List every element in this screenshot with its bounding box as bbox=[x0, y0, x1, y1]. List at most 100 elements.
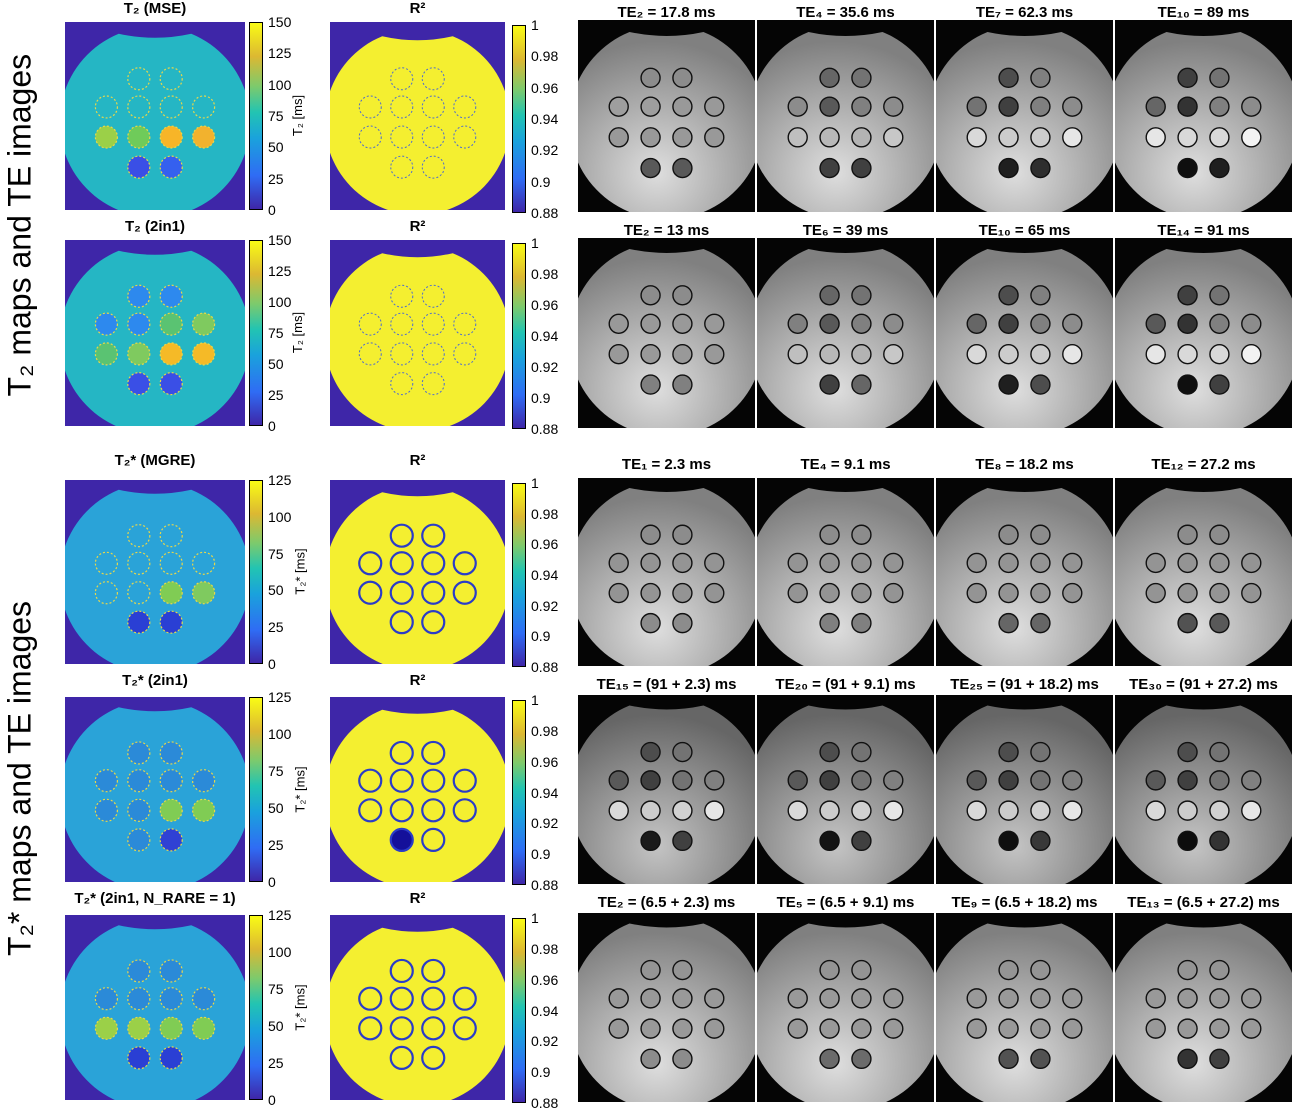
te-vial-circle bbox=[851, 1018, 872, 1039]
te-vial-circle bbox=[966, 552, 987, 574]
te-vial-circle bbox=[851, 612, 872, 634]
te-vial-circle bbox=[672, 741, 693, 763]
map-colorbar-tick: 75 bbox=[268, 325, 284, 341]
phantom-svg bbox=[330, 253, 505, 426]
r2-colorbar-tick: 0.98 bbox=[531, 266, 559, 282]
te-vial-circle bbox=[640, 1048, 661, 1070]
r2-colorbar-tick: 1 bbox=[531, 910, 539, 926]
vial-circle bbox=[127, 342, 151, 366]
te-phantom-svg bbox=[757, 487, 934, 666]
te-vial-circle bbox=[998, 1048, 1019, 1070]
r2-colorbar-tick: 0.94 bbox=[531, 328, 559, 344]
te-vial-circle bbox=[640, 800, 661, 821]
phantom-body bbox=[330, 492, 505, 664]
vial-circle bbox=[389, 1045, 414, 1070]
r2-colorbar-tick: 0.9 bbox=[531, 1064, 551, 1081]
vial-circle bbox=[390, 125, 414, 149]
te-vial-circle bbox=[851, 157, 872, 179]
te-vial-circle bbox=[1177, 67, 1198, 89]
r2-colorbar-tick: 0.88 bbox=[531, 421, 559, 437]
vial-circle bbox=[421, 67, 445, 91]
te-vial-circle bbox=[608, 96, 629, 117]
te-vial-circle bbox=[640, 285, 661, 306]
te-vial-circle bbox=[672, 800, 693, 821]
te-phantom-svg bbox=[578, 705, 755, 884]
te-vial-circle bbox=[1062, 988, 1083, 1009]
te-image bbox=[578, 238, 755, 428]
vial-circle bbox=[94, 95, 119, 119]
map-colorbar-tick: 100 bbox=[268, 944, 292, 960]
te-title: TE₈ = 18.2 ms bbox=[975, 456, 1074, 473]
te-vial-circle bbox=[819, 741, 840, 763]
te-vial-circle bbox=[1030, 127, 1051, 148]
colorbar-unit-label: T₂ [ms] bbox=[290, 311, 306, 354]
te-title: TE₄ = 9.1 ms bbox=[800, 456, 891, 473]
colorbar-unit-label: T₂* [ms] bbox=[292, 765, 308, 813]
te-vial-circle bbox=[704, 988, 725, 1009]
vial-circle bbox=[421, 342, 445, 366]
te-vial-circle bbox=[672, 96, 693, 117]
vial-circle bbox=[192, 769, 216, 793]
vial-circle bbox=[421, 95, 445, 119]
te-vial-circle bbox=[704, 343, 725, 365]
te-vial-circle bbox=[608, 988, 629, 1009]
vial-circle bbox=[159, 959, 183, 983]
vial-circle bbox=[358, 580, 383, 605]
te-vial-circle bbox=[851, 800, 872, 821]
vial-circle bbox=[127, 67, 151, 91]
te-vial-circle bbox=[1145, 313, 1166, 335]
vial-circle bbox=[127, 372, 151, 396]
vial-circle bbox=[159, 342, 183, 366]
map-colorbar-tick: 75 bbox=[268, 108, 284, 124]
vial-circle bbox=[389, 1016, 414, 1041]
vial-circle bbox=[421, 125, 445, 149]
map-title: T₂* (2in1) bbox=[122, 672, 188, 689]
te-phantom-svg bbox=[757, 705, 934, 884]
te-vial-circle bbox=[819, 285, 840, 306]
te-phantom-svg bbox=[1115, 923, 1292, 1102]
vial-circle bbox=[390, 312, 414, 336]
te-image bbox=[936, 478, 1113, 666]
vial-circle bbox=[421, 768, 446, 793]
r2-colorbar-tick: 0.94 bbox=[531, 567, 559, 583]
te-vial-circle bbox=[998, 313, 1019, 335]
te-vial-circle bbox=[787, 582, 808, 604]
te-vial-circle bbox=[1145, 800, 1166, 821]
r2-colorbar-tick: 0.92 bbox=[531, 1033, 559, 1050]
vial-circle bbox=[358, 342, 382, 366]
te-vial-circle bbox=[640, 830, 661, 852]
r2-map bbox=[330, 22, 505, 210]
te-vial-circle bbox=[998, 343, 1019, 365]
te-vial-circle bbox=[1177, 96, 1198, 117]
te-vial-circle bbox=[851, 959, 872, 981]
te-vial-circle bbox=[672, 770, 693, 791]
te-vial-circle bbox=[1145, 343, 1166, 365]
te-image bbox=[1115, 478, 1292, 666]
te-vial-circle bbox=[704, 582, 725, 604]
te-phantom-svg bbox=[578, 487, 755, 666]
te-vial-circle bbox=[819, 800, 840, 821]
te-image bbox=[578, 20, 755, 212]
r2-colorbar bbox=[512, 25, 526, 213]
te-vial-circle bbox=[1177, 343, 1198, 365]
te-phantom-svg bbox=[757, 248, 934, 428]
te-title: TE₂₅ = (91 + 18.2) ms bbox=[950, 676, 1099, 693]
vial-circle bbox=[192, 551, 216, 575]
r2-title: R² bbox=[409, 218, 426, 235]
te-vial-circle bbox=[819, 157, 840, 179]
te-vial-circle bbox=[608, 800, 629, 821]
vial-circle bbox=[159, 125, 183, 149]
te-vial-circle bbox=[1145, 582, 1166, 604]
te-vial-circle bbox=[883, 1018, 904, 1039]
te-title: TE₃₀ = (91 + 27.2) ms bbox=[1129, 676, 1278, 693]
te-image bbox=[1115, 20, 1292, 212]
te-vial-circle bbox=[640, 67, 661, 89]
te-vial-circle bbox=[998, 67, 1019, 89]
te-vial-circle bbox=[1062, 552, 1083, 574]
r2-colorbar-tick: 0.9 bbox=[531, 390, 551, 406]
vial-circle bbox=[452, 986, 477, 1011]
te-image bbox=[936, 20, 1113, 212]
te-vial-circle bbox=[1030, 96, 1051, 117]
te-title: TE₂₀ = (91 + 9.1) ms bbox=[775, 676, 916, 693]
r2-colorbar-tick: 0.88 bbox=[531, 205, 559, 221]
